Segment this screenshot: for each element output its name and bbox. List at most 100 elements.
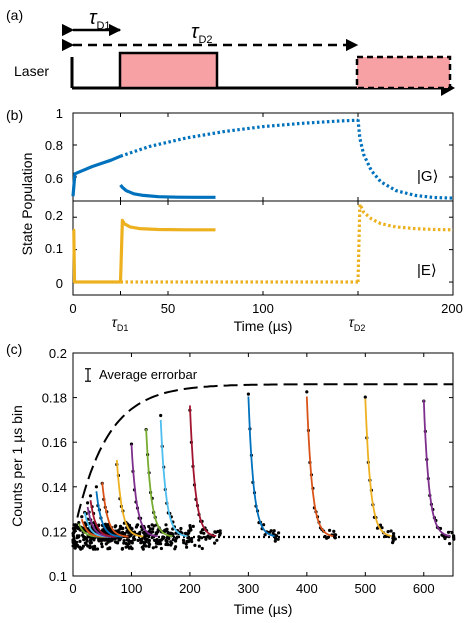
data-point	[363, 395, 367, 399]
data-point	[152, 538, 157, 542]
data-point	[80, 515, 84, 519]
data-point	[130, 527, 134, 531]
data-point	[159, 546, 163, 551]
data-point	[164, 538, 168, 543]
data-point	[174, 539, 178, 543]
data-point	[145, 534, 149, 538]
data-point	[79, 547, 83, 551]
data-point	[132, 536, 136, 540]
data-point	[378, 523, 383, 527]
data-point	[164, 523, 168, 527]
data-point	[199, 531, 203, 535]
data-point	[213, 541, 217, 545]
data-point	[159, 413, 163, 418]
data-point	[269, 529, 273, 533]
data-point	[328, 528, 332, 533]
y-tick-label: 0.14	[42, 480, 67, 495]
data-point	[200, 546, 204, 551]
data-point	[88, 494, 93, 498]
panel-a: (a) Laser τD1 τD2	[6, 7, 455, 96]
decay-fit-10	[145, 428, 173, 538]
data-point	[84, 537, 88, 541]
x-tick-label: 400	[296, 581, 318, 596]
data-point	[193, 543, 197, 548]
counts-axes-frame	[72, 352, 454, 577]
data-point	[154, 545, 158, 549]
decay-fit-11	[159, 419, 188, 538]
data-point	[277, 531, 281, 535]
data-point	[263, 533, 267, 537]
data-point	[154, 541, 158, 545]
data-point	[108, 539, 112, 543]
data-point	[274, 537, 278, 541]
data-point	[142, 541, 146, 545]
data-point	[215, 538, 219, 542]
data-point	[393, 537, 397, 541]
panel-c-label: (c)	[6, 341, 22, 357]
data-point	[276, 537, 280, 541]
data-point	[151, 530, 155, 534]
data-point	[130, 547, 134, 551]
decay-fit-6	[95, 491, 123, 538]
decay-fit-15	[364, 398, 392, 537]
data-point	[170, 541, 174, 545]
data-point	[71, 538, 75, 542]
x-tick-label: 500	[354, 581, 376, 596]
laser-label: Laser	[14, 63, 49, 79]
data-point	[380, 526, 384, 530]
e-ytick-label: 0.2	[45, 208, 63, 223]
data-point	[73, 544, 77, 548]
data-point	[124, 541, 128, 546]
data-point	[151, 546, 155, 550]
y-tick-label: 0.2	[49, 346, 67, 361]
data-point	[173, 547, 177, 551]
y-tick-label: 0.12	[42, 524, 67, 539]
data-point	[88, 546, 92, 550]
panel-b-label: (b)	[6, 107, 23, 123]
data-point	[166, 530, 170, 535]
counts-ylabel: Counts per 1 µs bin	[9, 405, 25, 527]
panel-b: (b) 1 0.8 0.6 |G⟩ 0.2 0.1 0 |E⟩ State Po…	[6, 106, 463, 334]
data-point	[333, 536, 337, 540]
data-point	[77, 534, 81, 538]
data-point	[271, 531, 275, 536]
decay-fit-12	[189, 405, 217, 537]
data-point	[448, 542, 452, 546]
x-tick-label: 200	[179, 581, 201, 596]
data-point	[272, 529, 276, 533]
y-tick-label: 0.1	[49, 569, 67, 584]
data-point	[216, 529, 220, 534]
data-point	[135, 523, 139, 527]
data-point	[88, 541, 92, 545]
data-point	[82, 538, 86, 542]
envelope-dashed-line	[72, 383, 453, 538]
data-point	[84, 542, 88, 547]
data-point	[148, 542, 152, 547]
data-point	[128, 534, 132, 538]
data-point	[125, 538, 129, 542]
data-point	[188, 524, 192, 528]
data-point	[386, 530, 390, 534]
data-point	[182, 541, 186, 545]
data-point	[246, 392, 250, 396]
tau-d1-annotation: τD1	[89, 7, 111, 32]
e-ytick-label: 0.1	[45, 241, 63, 256]
data-point	[113, 525, 117, 529]
data-point	[452, 534, 456, 538]
data-point	[446, 530, 451, 534]
b-xtick-label: 0	[69, 301, 76, 316]
data-point	[187, 529, 191, 534]
data-point	[102, 529, 106, 533]
panel-a-label: (a)	[6, 7, 23, 23]
data-point	[130, 539, 134, 544]
data-point	[121, 530, 125, 535]
b-xtick-label: 100	[252, 301, 274, 316]
b-xtick-label: 50	[161, 301, 175, 316]
data-point	[86, 501, 90, 505]
data-point	[150, 536, 154, 540]
data-point	[78, 539, 82, 544]
decay-fit-14	[305, 396, 334, 537]
data-point	[161, 535, 165, 539]
data-point	[391, 539, 395, 543]
data-point	[174, 536, 178, 541]
